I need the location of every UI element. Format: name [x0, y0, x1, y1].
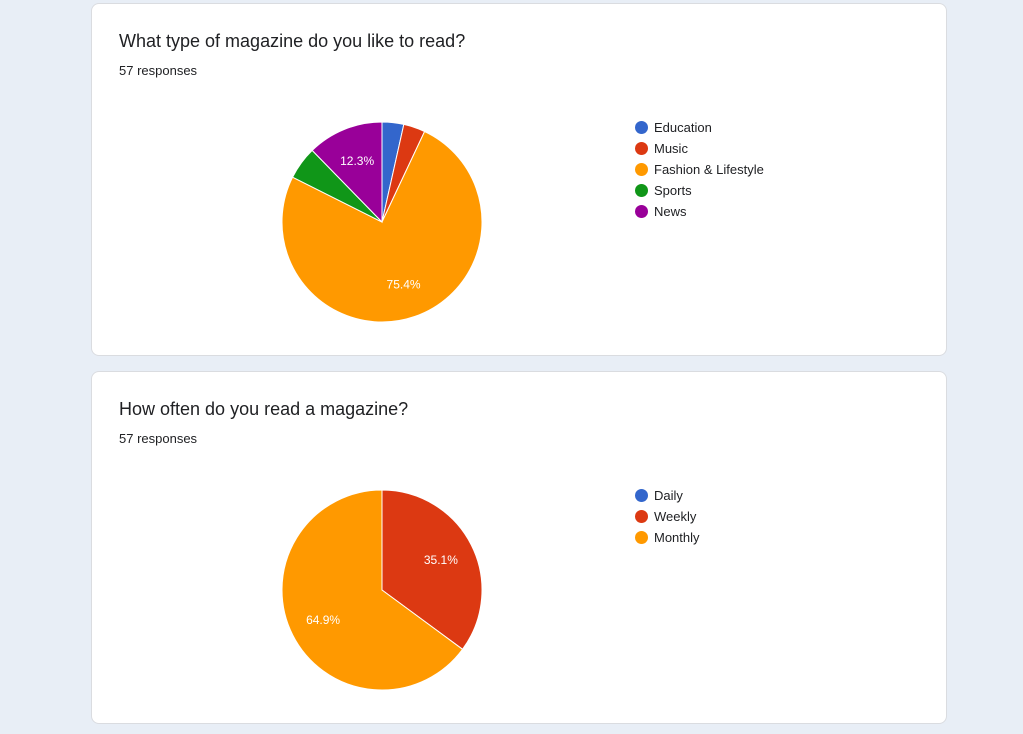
slice-label-news: 12.3%	[340, 154, 374, 168]
pie-slice-weekly[interactable]	[381, 489, 483, 650]
legend-swatch	[635, 205, 648, 218]
legend-item-sports[interactable]: Sports	[635, 180, 764, 201]
legend-item-fashion-and-lifestyle[interactable]: Fashion & Lifestyle	[635, 159, 764, 180]
pie-slice-news[interactable]	[311, 121, 383, 224]
legend-swatch	[635, 489, 648, 502]
pie-slice-fashion-and-lifestyle[interactable]	[281, 130, 483, 323]
legend-label: Daily	[654, 488, 683, 503]
response-count: 57 responses	[119, 431, 198, 446]
legend-item-music[interactable]: Music	[635, 138, 764, 159]
legend-swatch	[635, 121, 648, 134]
chart-card-magazine-type: What type of magazine do you like to rea…	[91, 3, 947, 356]
legend-swatch	[635, 163, 648, 176]
legend-swatch	[635, 184, 648, 197]
legend-item-news[interactable]: News	[635, 201, 764, 222]
legend-label: Monthly	[654, 530, 700, 545]
legend-label: News	[654, 204, 687, 219]
legend-label: Fashion & Lifestyle	[654, 162, 764, 177]
chart-legend: Education Music Fashion & Lifestyle Sports N…	[635, 117, 764, 222]
legend-item-monthly[interactable]: Monthly	[635, 527, 700, 548]
pie-chart: 35.1% 64.9%	[281, 489, 483, 691]
slice-label-weekly: 35.1%	[424, 553, 458, 567]
pie-slice-monthly[interactable]	[281, 489, 464, 691]
pie-chart: 75.4% 12.3%	[281, 121, 483, 323]
chart-legend: Daily Weekly Monthly	[635, 485, 700, 548]
legend-label: Education	[654, 120, 712, 135]
legend-swatch	[635, 531, 648, 544]
legend-label: Sports	[654, 183, 692, 198]
chart-card-reading-frequency: How often do you read a magazine? 57 res…	[91, 371, 947, 724]
question-title: What type of magazine do you like to rea…	[119, 31, 466, 51]
legend-swatch	[635, 142, 648, 155]
legend-item-weekly[interactable]: Weekly	[635, 506, 700, 527]
slice-label-monthly: 64.9%	[306, 613, 340, 627]
legend-label: Weekly	[654, 509, 697, 524]
legend-label: Music	[654, 141, 688, 156]
question-title: How often do you read a magazine?	[119, 399, 409, 419]
legend-item-education[interactable]: Education	[635, 117, 764, 138]
legend-swatch	[635, 510, 648, 523]
legend-item-daily[interactable]: Daily	[635, 485, 700, 506]
response-count: 57 responses	[119, 63, 198, 78]
slice-label-fashion-and-lifestyle: 75.4%	[387, 277, 421, 291]
